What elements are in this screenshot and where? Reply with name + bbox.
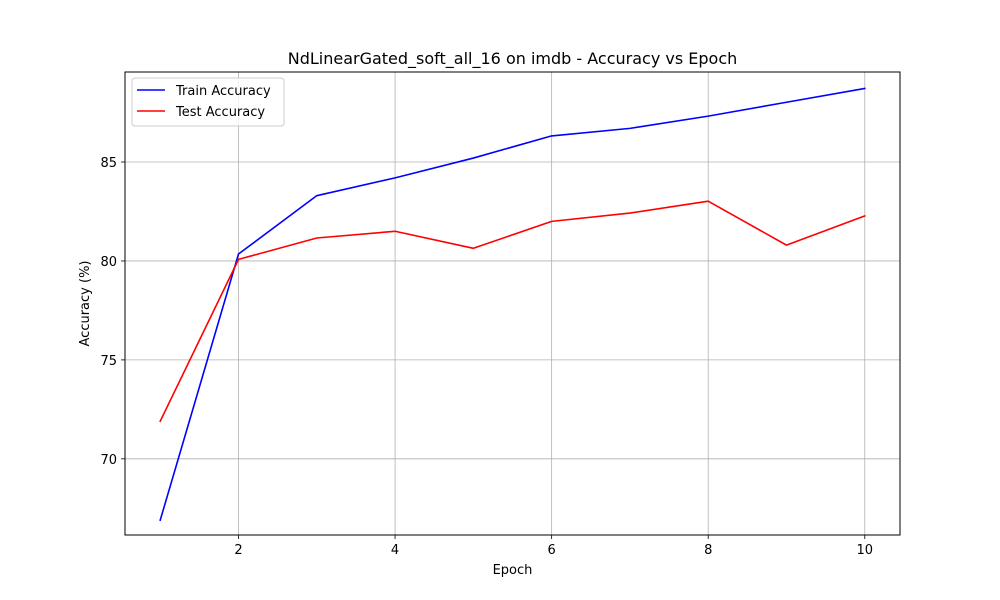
series-line-test [159,200,866,423]
x-tick-label: 6 [548,543,556,558]
legend: Train Accuracy Test Accuracy [131,77,285,127]
y-tick-label: 75 [100,354,117,369]
series-line-train [159,87,866,522]
grid-layer [125,72,900,535]
x-tick-label: 4 [391,543,399,558]
x-axis-label: Epoch [493,563,533,578]
series-layer [159,87,866,522]
y-tick-label: 80 [100,255,117,270]
x-tick-label: 8 [704,543,712,558]
chart-title: NdLinearGated_soft_all_16 on imdb - Accu… [288,49,738,69]
legend-label-test: Test Accuracy [175,105,265,120]
plot-frame [124,71,901,536]
legend-box [131,77,285,127]
y-tick-label: 85 [100,156,117,171]
legend-label-train: Train Accuracy [175,84,271,99]
x-tick-label: 10 [856,543,873,558]
plot-area [125,72,900,535]
y-tick-label: 70 [100,453,117,468]
x-tick-label: 2 [234,543,242,558]
y-axis-label: Accuracy (%) [78,261,93,347]
tick-layer: 2 4 6 8 10 70 75 80 85 [100,156,873,558]
